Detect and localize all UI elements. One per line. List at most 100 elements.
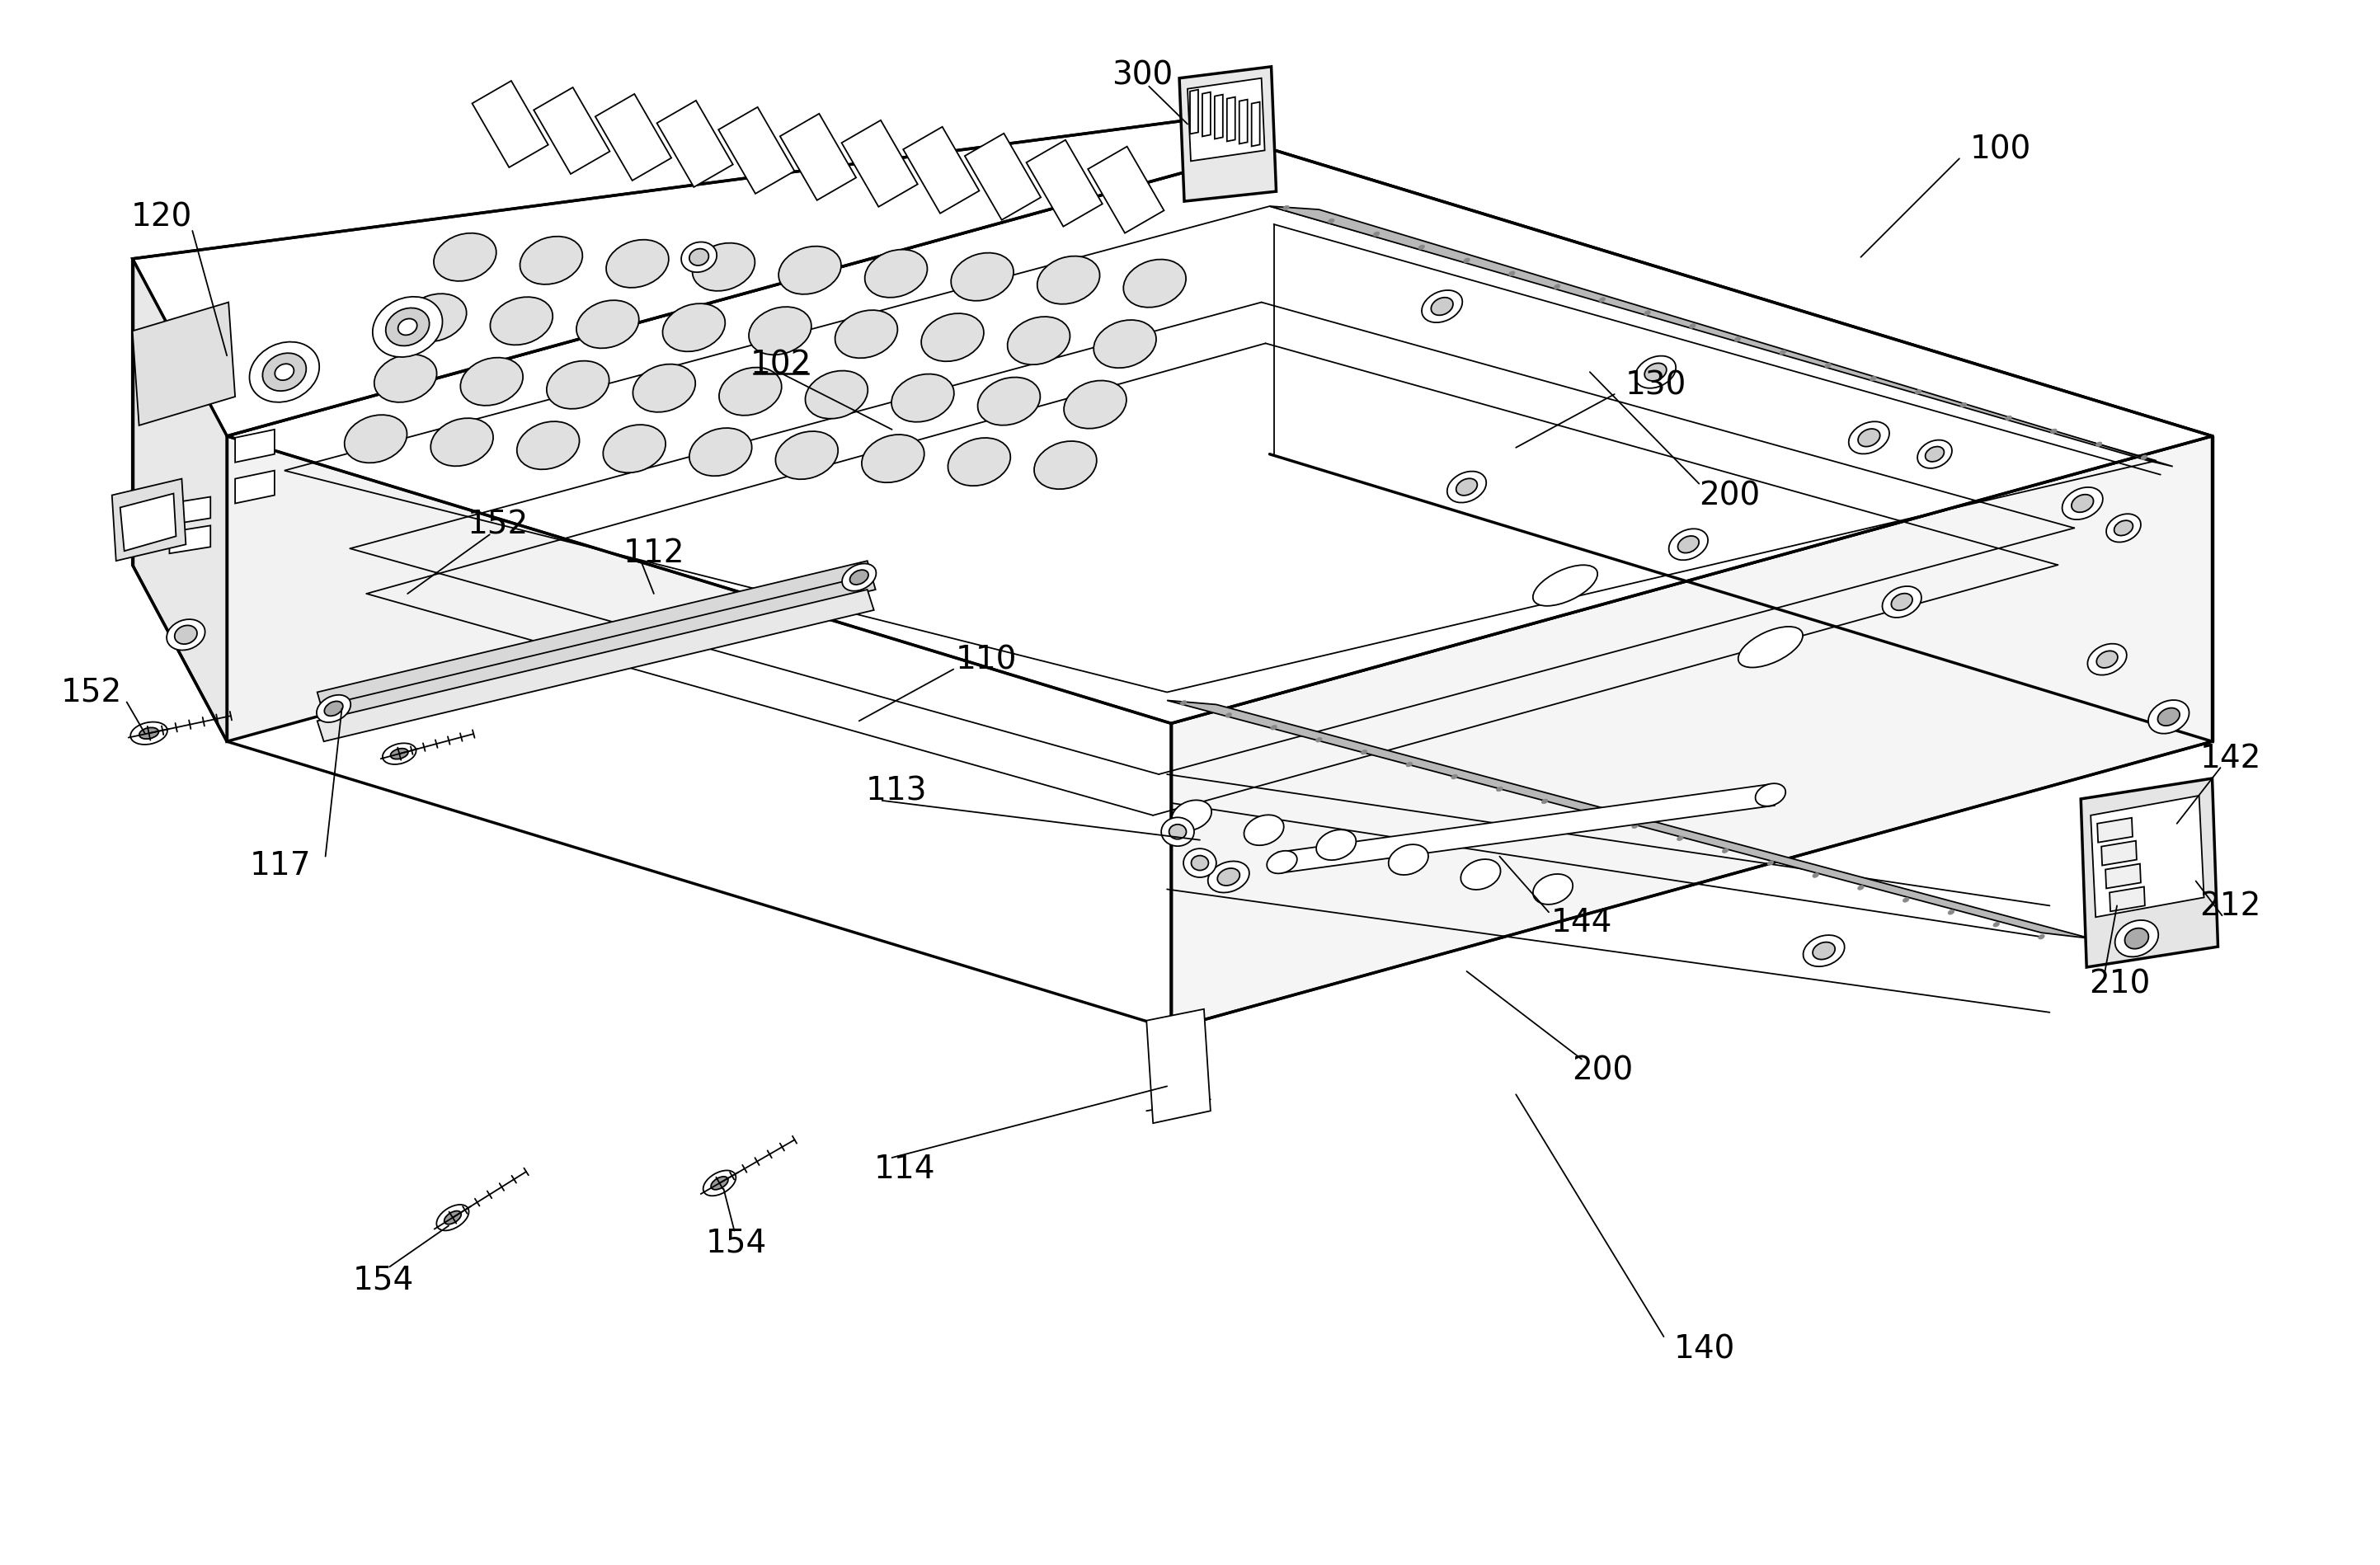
Polygon shape bbox=[1166, 701, 2090, 939]
Ellipse shape bbox=[2113, 521, 2132, 537]
Ellipse shape bbox=[2061, 488, 2104, 520]
Polygon shape bbox=[1278, 784, 1775, 873]
Ellipse shape bbox=[1123, 260, 1185, 308]
Ellipse shape bbox=[1452, 775, 1457, 779]
Ellipse shape bbox=[719, 368, 781, 416]
Ellipse shape bbox=[174, 626, 198, 645]
Ellipse shape bbox=[602, 426, 666, 473]
Ellipse shape bbox=[576, 300, 638, 349]
Ellipse shape bbox=[1814, 873, 1818, 878]
Ellipse shape bbox=[405, 294, 466, 343]
Ellipse shape bbox=[1768, 861, 1773, 865]
Polygon shape bbox=[1171, 437, 2211, 1030]
Ellipse shape bbox=[1169, 825, 1185, 839]
Ellipse shape bbox=[1464, 258, 1471, 263]
Text: 144: 144 bbox=[1552, 906, 1611, 937]
Ellipse shape bbox=[1373, 233, 1380, 238]
Text: 152: 152 bbox=[62, 678, 121, 709]
Ellipse shape bbox=[131, 723, 167, 745]
Ellipse shape bbox=[1245, 815, 1283, 845]
Ellipse shape bbox=[2052, 429, 2056, 434]
Text: 154: 154 bbox=[704, 1227, 766, 1258]
Polygon shape bbox=[226, 150, 2211, 725]
Ellipse shape bbox=[2097, 651, 2118, 668]
Ellipse shape bbox=[1825, 363, 1830, 368]
Ellipse shape bbox=[1064, 382, 1126, 429]
Ellipse shape bbox=[250, 343, 319, 402]
Ellipse shape bbox=[1918, 441, 1952, 470]
Text: 113: 113 bbox=[866, 775, 926, 808]
Ellipse shape bbox=[1161, 818, 1195, 847]
Ellipse shape bbox=[843, 563, 876, 592]
Ellipse shape bbox=[1635, 357, 1676, 388]
Ellipse shape bbox=[1737, 628, 1802, 668]
Polygon shape bbox=[236, 430, 274, 463]
Text: 117: 117 bbox=[250, 850, 312, 881]
Ellipse shape bbox=[1859, 886, 1864, 890]
Ellipse shape bbox=[1421, 291, 1461, 322]
Text: 300: 300 bbox=[1111, 59, 1173, 91]
Ellipse shape bbox=[2159, 709, 2180, 726]
Ellipse shape bbox=[1457, 479, 1478, 496]
Ellipse shape bbox=[397, 319, 416, 336]
Ellipse shape bbox=[138, 728, 159, 739]
Polygon shape bbox=[595, 95, 671, 182]
Ellipse shape bbox=[690, 249, 709, 266]
Text: 210: 210 bbox=[2090, 969, 2149, 1000]
Ellipse shape bbox=[1961, 404, 1966, 408]
Text: 200: 200 bbox=[1571, 1055, 1633, 1086]
Ellipse shape bbox=[1947, 911, 1954, 916]
Ellipse shape bbox=[864, 250, 928, 299]
Polygon shape bbox=[317, 590, 873, 742]
Polygon shape bbox=[226, 150, 1269, 742]
Polygon shape bbox=[133, 260, 226, 742]
Ellipse shape bbox=[1916, 390, 1921, 394]
Polygon shape bbox=[2080, 779, 2218, 967]
Ellipse shape bbox=[1447, 473, 1485, 504]
Ellipse shape bbox=[1723, 848, 1728, 853]
Polygon shape bbox=[1240, 100, 1247, 144]
Ellipse shape bbox=[778, 247, 840, 294]
Polygon shape bbox=[317, 562, 876, 721]
Ellipse shape bbox=[1209, 862, 1250, 894]
Ellipse shape bbox=[1542, 800, 1547, 804]
Text: 200: 200 bbox=[1699, 480, 1761, 512]
Polygon shape bbox=[169, 498, 209, 526]
Ellipse shape bbox=[2125, 928, 2149, 948]
Ellipse shape bbox=[374, 355, 438, 402]
Ellipse shape bbox=[2149, 701, 2190, 734]
Polygon shape bbox=[2097, 818, 2132, 844]
Ellipse shape bbox=[1668, 529, 1709, 560]
Ellipse shape bbox=[1904, 898, 1909, 903]
Polygon shape bbox=[781, 114, 857, 200]
Ellipse shape bbox=[1814, 942, 1835, 959]
Ellipse shape bbox=[1735, 338, 1740, 343]
Polygon shape bbox=[133, 110, 1269, 437]
Ellipse shape bbox=[2116, 920, 2159, 958]
Polygon shape bbox=[1214, 95, 1223, 139]
Ellipse shape bbox=[804, 371, 869, 419]
Text: 100: 100 bbox=[1971, 135, 2030, 166]
Ellipse shape bbox=[1599, 299, 1604, 302]
Ellipse shape bbox=[1780, 351, 1785, 355]
Ellipse shape bbox=[1388, 845, 1428, 875]
Ellipse shape bbox=[1430, 299, 1454, 316]
Text: 130: 130 bbox=[1626, 369, 1685, 401]
Ellipse shape bbox=[1690, 324, 1695, 329]
Ellipse shape bbox=[1587, 812, 1592, 817]
Ellipse shape bbox=[1180, 701, 1188, 706]
Polygon shape bbox=[119, 495, 176, 551]
Polygon shape bbox=[112, 479, 186, 562]
Polygon shape bbox=[2109, 887, 2144, 912]
Ellipse shape bbox=[1316, 829, 1357, 861]
Ellipse shape bbox=[690, 429, 752, 477]
Polygon shape bbox=[964, 135, 1040, 221]
Ellipse shape bbox=[519, 236, 583, 285]
Ellipse shape bbox=[1192, 856, 1209, 870]
Text: 120: 120 bbox=[131, 202, 193, 233]
Ellipse shape bbox=[433, 233, 497, 282]
Ellipse shape bbox=[702, 1171, 735, 1196]
Text: 112: 112 bbox=[624, 537, 685, 568]
Ellipse shape bbox=[383, 743, 416, 765]
Ellipse shape bbox=[1554, 285, 1561, 290]
